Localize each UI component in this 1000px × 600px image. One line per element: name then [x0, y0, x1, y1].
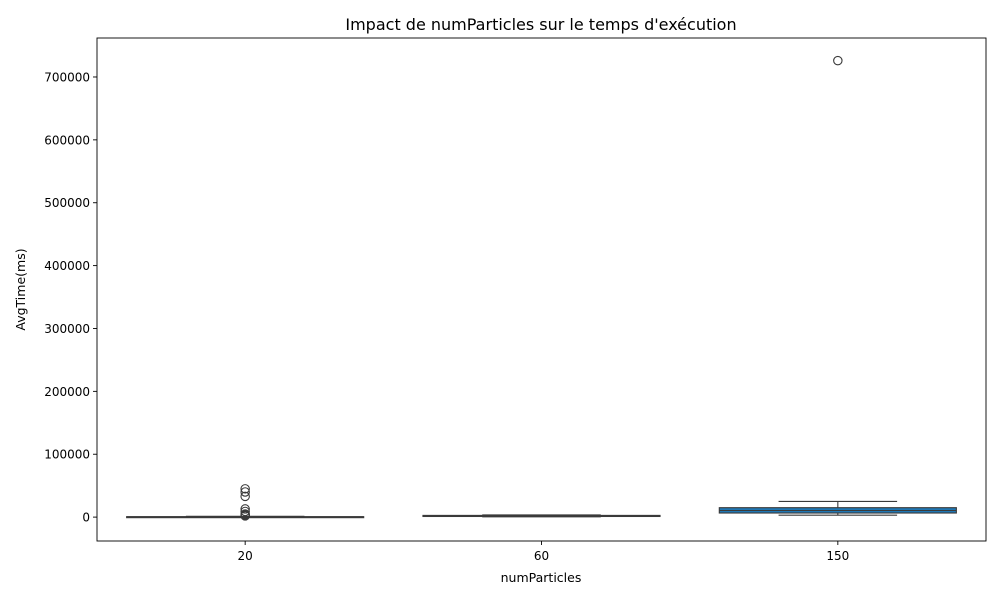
- outlier-point: [240, 506, 250, 517]
- outlier-point: [240, 487, 250, 497]
- outlier-point: [240, 484, 250, 494]
- chart-title: Impact de numParticles sur le temps d'ex…: [345, 15, 736, 34]
- outlier-point: [240, 504, 250, 514]
- y-tick-label: 700000: [44, 70, 90, 84]
- outlier-point: [240, 511, 250, 521]
- y-tick-label: 300000: [44, 322, 90, 336]
- outlier-point: [240, 491, 250, 502]
- x-axis-label: numParticles: [501, 570, 582, 585]
- y-tick-label: 400000: [44, 259, 90, 273]
- plot-frame: [96, 37, 987, 542]
- plot-area: 0 100000 200000 300000 400000 500000 600000 700…: [44, 55, 957, 563]
- x-tick-label: 60: [534, 549, 549, 563]
- x-tick-label: 20: [238, 549, 253, 563]
- y-axis-label: AvgTime(ms): [13, 248, 28, 330]
- y-tick-label: 0: [82, 511, 90, 525]
- y-tick-label: 200000: [44, 385, 90, 399]
- outlier-point: [833, 55, 843, 66]
- y-tick-label: 500000: [44, 196, 90, 210]
- x-tick-label: 150: [826, 549, 849, 563]
- y-tick-label: 100000: [44, 448, 90, 462]
- y-tick-label: 600000: [44, 133, 90, 147]
